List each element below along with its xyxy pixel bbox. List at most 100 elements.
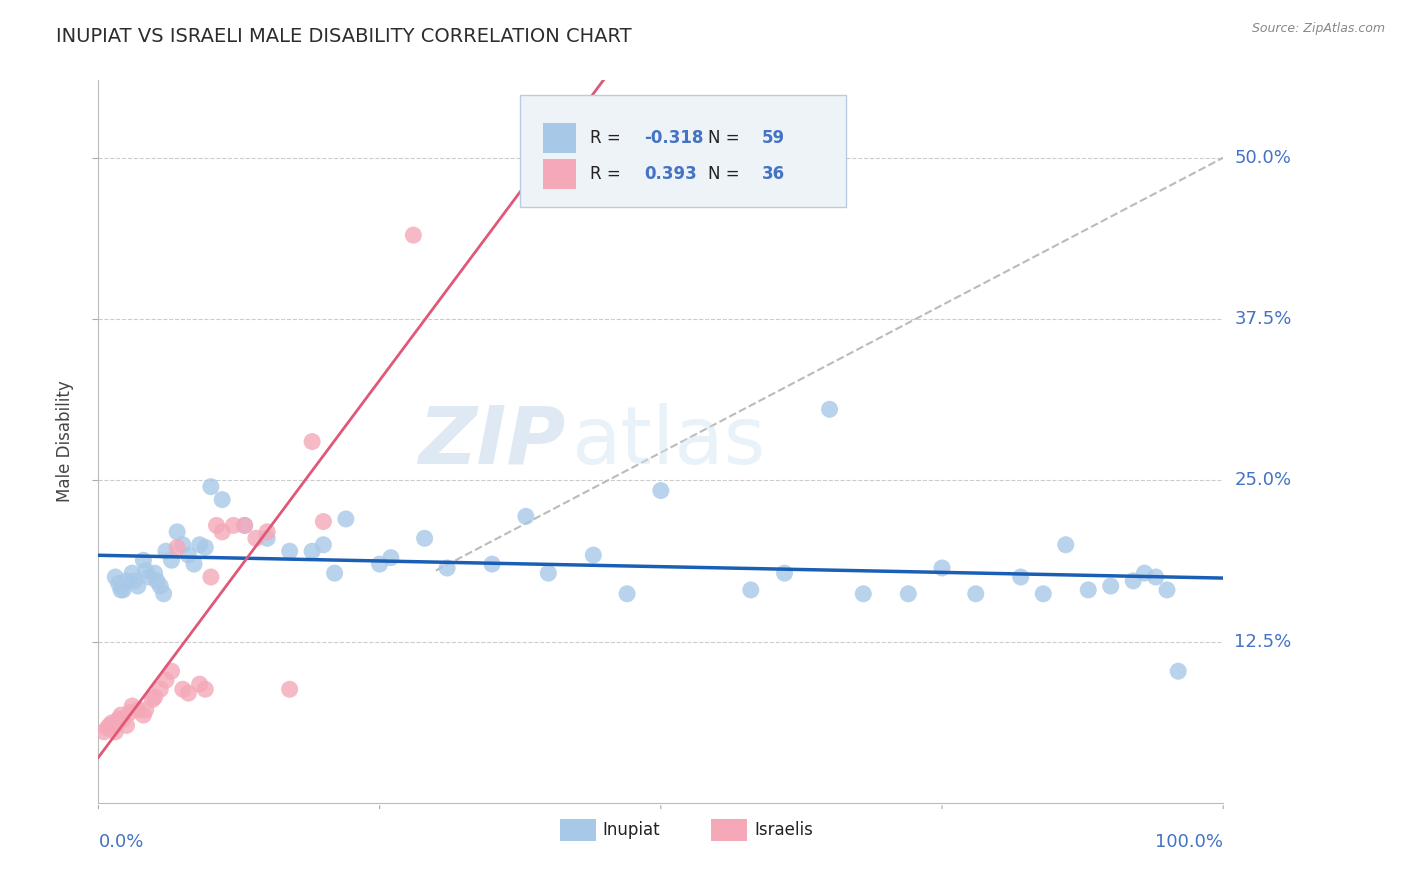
Point xyxy=(121,566,143,581)
Point xyxy=(118,706,141,720)
Text: -0.318: -0.318 xyxy=(644,129,703,147)
Point xyxy=(101,715,124,730)
Point xyxy=(194,541,217,555)
Point xyxy=(166,541,188,555)
Point xyxy=(138,570,160,584)
Point xyxy=(515,509,537,524)
Point xyxy=(301,434,323,449)
Point xyxy=(413,531,436,545)
Point xyxy=(481,557,503,571)
Point xyxy=(256,531,278,545)
Text: 0.0%: 0.0% xyxy=(98,833,143,851)
Point xyxy=(301,544,323,558)
Bar xyxy=(543,159,576,189)
Y-axis label: Male Disability: Male Disability xyxy=(56,381,75,502)
Bar xyxy=(711,820,748,841)
Point xyxy=(194,682,217,697)
FancyBboxPatch shape xyxy=(520,95,846,207)
Point xyxy=(104,724,127,739)
Point xyxy=(233,518,256,533)
Point xyxy=(402,228,425,243)
Text: 25.0%: 25.0% xyxy=(1234,471,1292,489)
Point xyxy=(740,582,762,597)
Text: R =: R = xyxy=(591,129,626,147)
Point xyxy=(1167,664,1189,678)
Point xyxy=(818,402,841,417)
Point xyxy=(115,718,138,732)
Point xyxy=(107,576,129,591)
Point xyxy=(1010,570,1032,584)
Text: 37.5%: 37.5% xyxy=(1234,310,1292,328)
Point xyxy=(146,574,169,588)
Point xyxy=(380,550,402,565)
Point xyxy=(149,579,172,593)
Text: 36: 36 xyxy=(762,165,785,183)
Point xyxy=(141,692,163,706)
Text: N =: N = xyxy=(709,129,745,147)
Point xyxy=(177,686,200,700)
Point xyxy=(135,564,157,578)
Text: 100.0%: 100.0% xyxy=(1156,833,1223,851)
Point xyxy=(172,538,194,552)
Point xyxy=(1144,570,1167,584)
Point xyxy=(166,524,188,539)
Point xyxy=(143,690,166,704)
Bar xyxy=(560,820,596,841)
Point xyxy=(205,518,228,533)
Point xyxy=(278,682,301,697)
Point xyxy=(107,712,129,726)
Point xyxy=(96,721,118,735)
Point xyxy=(965,587,987,601)
Point xyxy=(312,538,335,552)
Text: INUPIAT VS ISRAELI MALE DISABILITY CORRELATION CHART: INUPIAT VS ISRAELI MALE DISABILITY CORRE… xyxy=(56,27,631,45)
Point xyxy=(211,492,233,507)
Point xyxy=(160,664,183,678)
Point xyxy=(112,582,135,597)
Text: Source: ZipAtlas.com: Source: ZipAtlas.com xyxy=(1251,22,1385,36)
Point xyxy=(121,699,143,714)
Point xyxy=(897,587,920,601)
Point xyxy=(149,682,172,697)
Point xyxy=(183,557,205,571)
Point xyxy=(773,566,796,581)
Text: Inupiat: Inupiat xyxy=(602,822,659,839)
Point xyxy=(188,677,211,691)
Point xyxy=(323,566,346,581)
Point xyxy=(1054,538,1077,552)
Text: N =: N = xyxy=(709,165,745,183)
Point xyxy=(537,566,560,581)
Point xyxy=(93,724,115,739)
Point xyxy=(233,518,256,533)
Point xyxy=(110,708,132,723)
Point xyxy=(650,483,672,498)
Point xyxy=(1077,582,1099,597)
Point xyxy=(200,570,222,584)
Point xyxy=(132,708,155,723)
Point xyxy=(211,524,233,539)
Point xyxy=(256,524,278,539)
Point xyxy=(135,703,157,717)
Point xyxy=(115,574,138,588)
Point xyxy=(112,712,135,726)
Point xyxy=(1099,579,1122,593)
Point xyxy=(1156,582,1178,597)
Text: 59: 59 xyxy=(762,129,785,147)
Text: 12.5%: 12.5% xyxy=(1234,632,1292,650)
Point xyxy=(127,703,149,717)
Point xyxy=(852,587,875,601)
Bar xyxy=(543,123,576,153)
Point xyxy=(582,548,605,562)
Point xyxy=(127,579,149,593)
Text: atlas: atlas xyxy=(571,402,765,481)
Point xyxy=(188,538,211,552)
Point xyxy=(200,480,222,494)
Point xyxy=(155,544,177,558)
Point xyxy=(104,570,127,584)
Point xyxy=(278,544,301,558)
Text: Israelis: Israelis xyxy=(754,822,813,839)
Point xyxy=(104,718,127,732)
Point xyxy=(312,515,335,529)
Point xyxy=(172,682,194,697)
Point xyxy=(143,566,166,581)
Point xyxy=(368,557,391,571)
